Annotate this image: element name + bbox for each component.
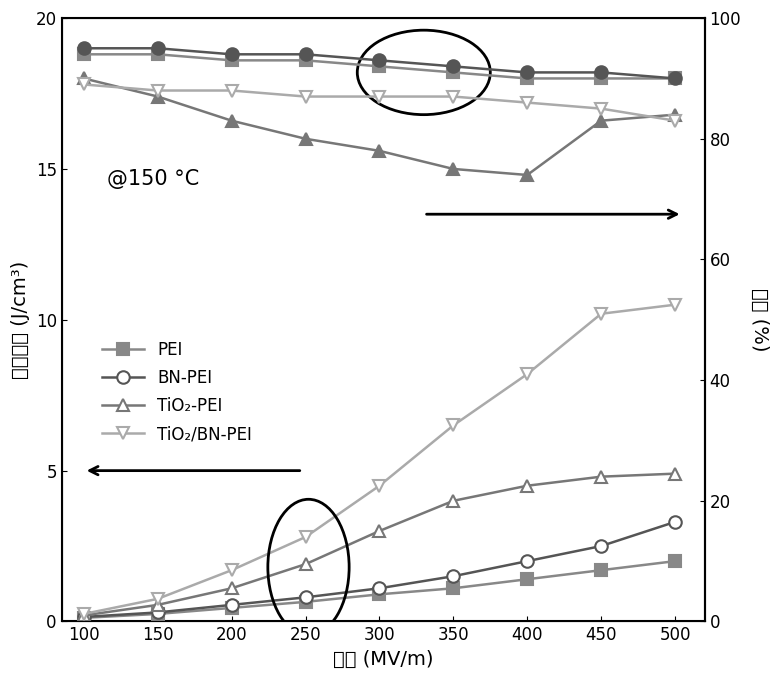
Y-axis label: 效率 (%): 效率 (%) bbox=[750, 288, 769, 352]
Y-axis label: 储能密度 (J/cm³): 储能密度 (J/cm³) bbox=[11, 260, 30, 379]
Text: @150 °C: @150 °C bbox=[107, 169, 199, 189]
Legend: PEI, BN-PEI, TiO₂-PEI, TiO₂/BN-PEI: PEI, BN-PEI, TiO₂-PEI, TiO₂/BN-PEI bbox=[96, 335, 259, 450]
X-axis label: 电场 (MV/m): 电场 (MV/m) bbox=[333, 650, 434, 669]
